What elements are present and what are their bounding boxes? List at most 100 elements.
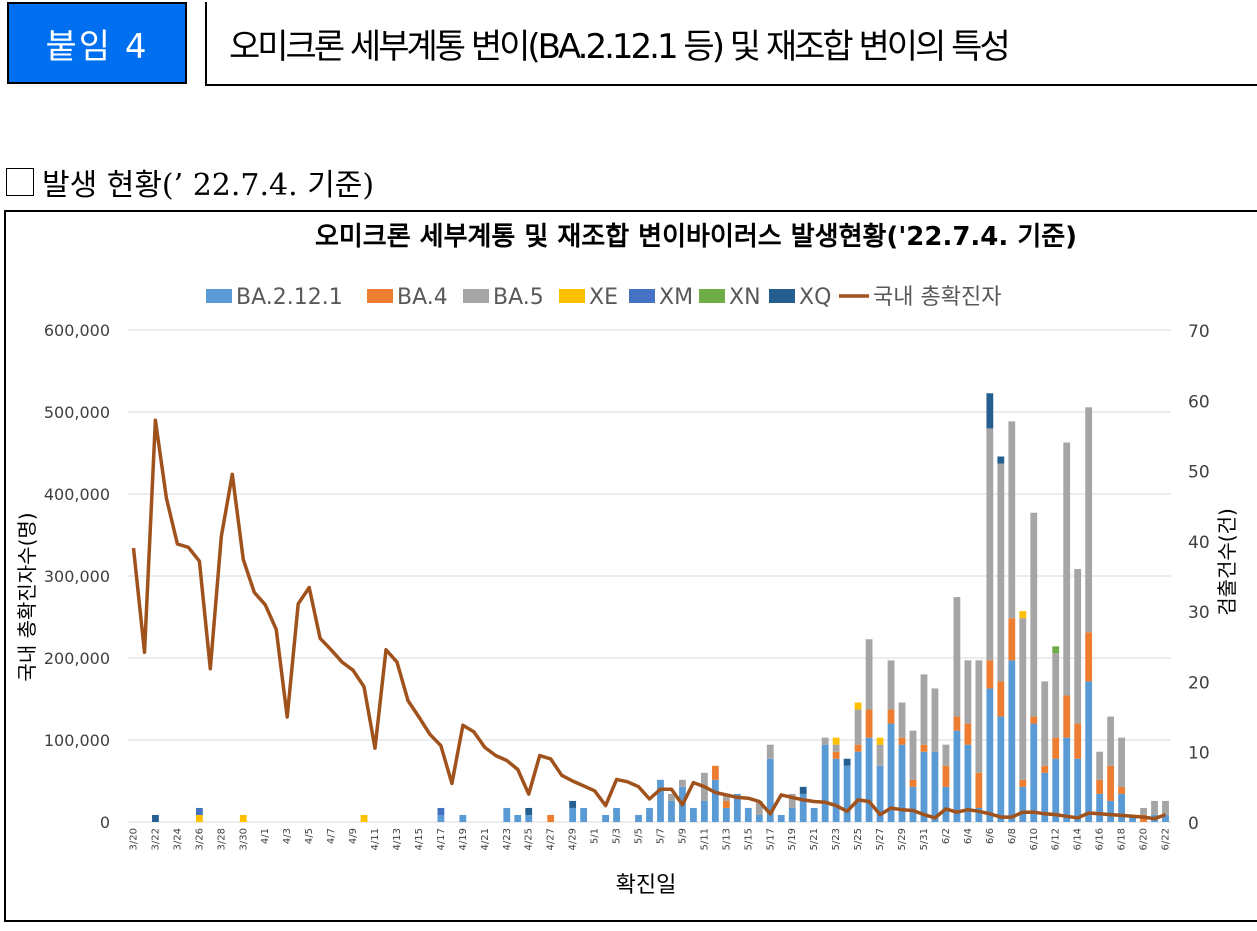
bar-xm xyxy=(195,807,203,815)
bar-ba-5 xyxy=(865,639,873,710)
x-tick-label: 4/29 xyxy=(568,828,579,850)
bar-ba-4 xyxy=(1041,765,1049,773)
bar-ba-2-12-1 xyxy=(755,814,763,822)
bar-ba-2-12-1 xyxy=(1107,800,1115,822)
total-cases-line xyxy=(131,418,1167,821)
bar-ba-5 xyxy=(1118,737,1125,787)
bar-ba-5 xyxy=(1041,681,1049,766)
bar-ba-2-12-1 xyxy=(766,758,774,822)
x-tick-label: 4/7 xyxy=(326,828,337,844)
right-tick-label: 40 xyxy=(1188,533,1210,553)
bar-ba-5 xyxy=(668,793,675,801)
bar-ba-2-12-1 xyxy=(569,807,577,822)
x-tick-label: 6/6 xyxy=(985,828,996,844)
right-tick-label: 0 xyxy=(1188,814,1199,834)
bar-ba-2-12-1 xyxy=(1085,681,1093,822)
attachment-badge: 붙임 4 xyxy=(7,2,187,84)
left-tick-label: 300,000 xyxy=(44,567,110,586)
bar-xq xyxy=(843,758,851,766)
legend-swatch xyxy=(463,289,489,303)
bar-ba-4 xyxy=(942,765,950,787)
x-tick-label: 5/7 xyxy=(655,828,666,844)
x-tick-label: 6/14 xyxy=(1073,828,1084,850)
x-tick-label: 6/18 xyxy=(1117,828,1128,850)
bar-ba-2-12-1 xyxy=(1063,737,1071,822)
bar-ba-2-12-1 xyxy=(920,751,928,822)
left-tick-label: 0 xyxy=(100,813,110,832)
legend-swatch xyxy=(206,289,232,303)
bar-ba-2-12-1 xyxy=(722,807,730,822)
section-heading: 발생 현황(’ 22.7.4. 기준) xyxy=(6,160,374,204)
bar-ba-2-12-1 xyxy=(613,807,620,822)
variant-chart: 오미크론 세부계통 및 재조합 변이바이러스 발생현황('22.7.4. 기준)… xyxy=(15,222,1239,898)
x-tick-label: 4/25 xyxy=(524,828,535,850)
bar-ba-4 xyxy=(832,751,840,759)
document-title-text: 오미크론 세부계통 변이(BA.2.12.1 등) 및 재조합 변이의 특성 xyxy=(229,26,1011,67)
bar-ba-5 xyxy=(920,674,928,745)
right-tick-label: 20 xyxy=(1188,673,1210,693)
legend-label: BA.5 xyxy=(493,285,544,310)
bar-ba-2-12-1 xyxy=(733,793,741,822)
bar-ba-5 xyxy=(1162,800,1169,815)
bar-xe xyxy=(876,737,884,745)
bar-ba-2-12-1 xyxy=(657,779,664,822)
x-tick-label: 5/21 xyxy=(809,828,820,850)
bar-ba-2-12-1 xyxy=(437,814,445,822)
right-tick-label: 10 xyxy=(1188,744,1210,764)
bar-ba-2-12-1 xyxy=(1008,660,1016,822)
legend-label: XQ xyxy=(799,285,831,310)
bar-ba-5 xyxy=(766,744,774,759)
bar-xe xyxy=(1019,611,1027,619)
legend-swatch xyxy=(769,289,795,303)
bar-ba-5 xyxy=(1063,442,1071,696)
bar-ba-5 xyxy=(1030,512,1038,717)
bar-ba-5 xyxy=(1074,568,1082,724)
bar-ba-2-12-1 xyxy=(964,744,972,822)
bar-ba-5 xyxy=(953,597,961,717)
x-tick-label: 6/2 xyxy=(941,828,952,844)
bar-xq xyxy=(997,456,1005,464)
chart-gridlines xyxy=(128,329,1171,823)
bar-ba-2-12-1 xyxy=(602,814,609,822)
bar-ba-4 xyxy=(975,772,983,808)
bar-ba-5 xyxy=(788,793,796,808)
x-tick-label: 3/28 xyxy=(216,828,227,850)
bar-ba-2-12-1 xyxy=(525,814,533,822)
bar-ba-2-12-1 xyxy=(799,793,807,822)
x-tick-label: 5/9 xyxy=(677,828,688,844)
bar-ba-4 xyxy=(909,779,917,787)
bar-ba-4 xyxy=(722,800,730,808)
bar-ba-2-12-1 xyxy=(942,786,950,822)
bar-ba-2-12-1 xyxy=(1019,786,1027,822)
bar-ba-5 xyxy=(679,779,686,787)
bar-ba-2-12-1 xyxy=(514,814,522,822)
bar-ba-2-12-1 xyxy=(865,737,873,822)
legend-label: XM xyxy=(659,285,693,310)
bar-xe xyxy=(239,814,247,822)
bar-ba-2-12-1 xyxy=(711,779,719,822)
bar-ba-5 xyxy=(931,688,939,752)
bar-xq xyxy=(799,786,807,794)
bar-ba-4 xyxy=(854,744,862,752)
bar-xq xyxy=(525,807,533,815)
bar-ba-5 xyxy=(1096,751,1104,780)
bar-xn xyxy=(1052,646,1060,654)
x-tick-label: 5/23 xyxy=(831,828,842,850)
bar-ba-4 xyxy=(1118,786,1125,794)
bar-ba-5 xyxy=(1140,807,1147,815)
bar-ba-2-12-1 xyxy=(810,807,818,822)
left-tick-label: 200,000 xyxy=(44,649,110,668)
right-axis-label: 검출건수(건) xyxy=(1215,508,1239,616)
bar-ba-5 xyxy=(942,744,950,766)
bar-ba-2-12-1 xyxy=(1074,758,1082,822)
x-tick-label: 4/15 xyxy=(414,828,425,850)
bar-ba-2-12-1 xyxy=(635,814,642,822)
bar-ba-5 xyxy=(1085,407,1093,633)
bar-ba-2-12-1 xyxy=(909,786,917,822)
legend-label: BA.4 xyxy=(397,285,448,310)
legend-label: 국내 총확진자 xyxy=(873,285,1001,310)
legend-label: BA.2.12.1 xyxy=(236,285,343,310)
x-tick-label: 3/30 xyxy=(238,828,249,850)
bar-xe xyxy=(854,702,862,710)
bar-xe xyxy=(195,814,203,822)
